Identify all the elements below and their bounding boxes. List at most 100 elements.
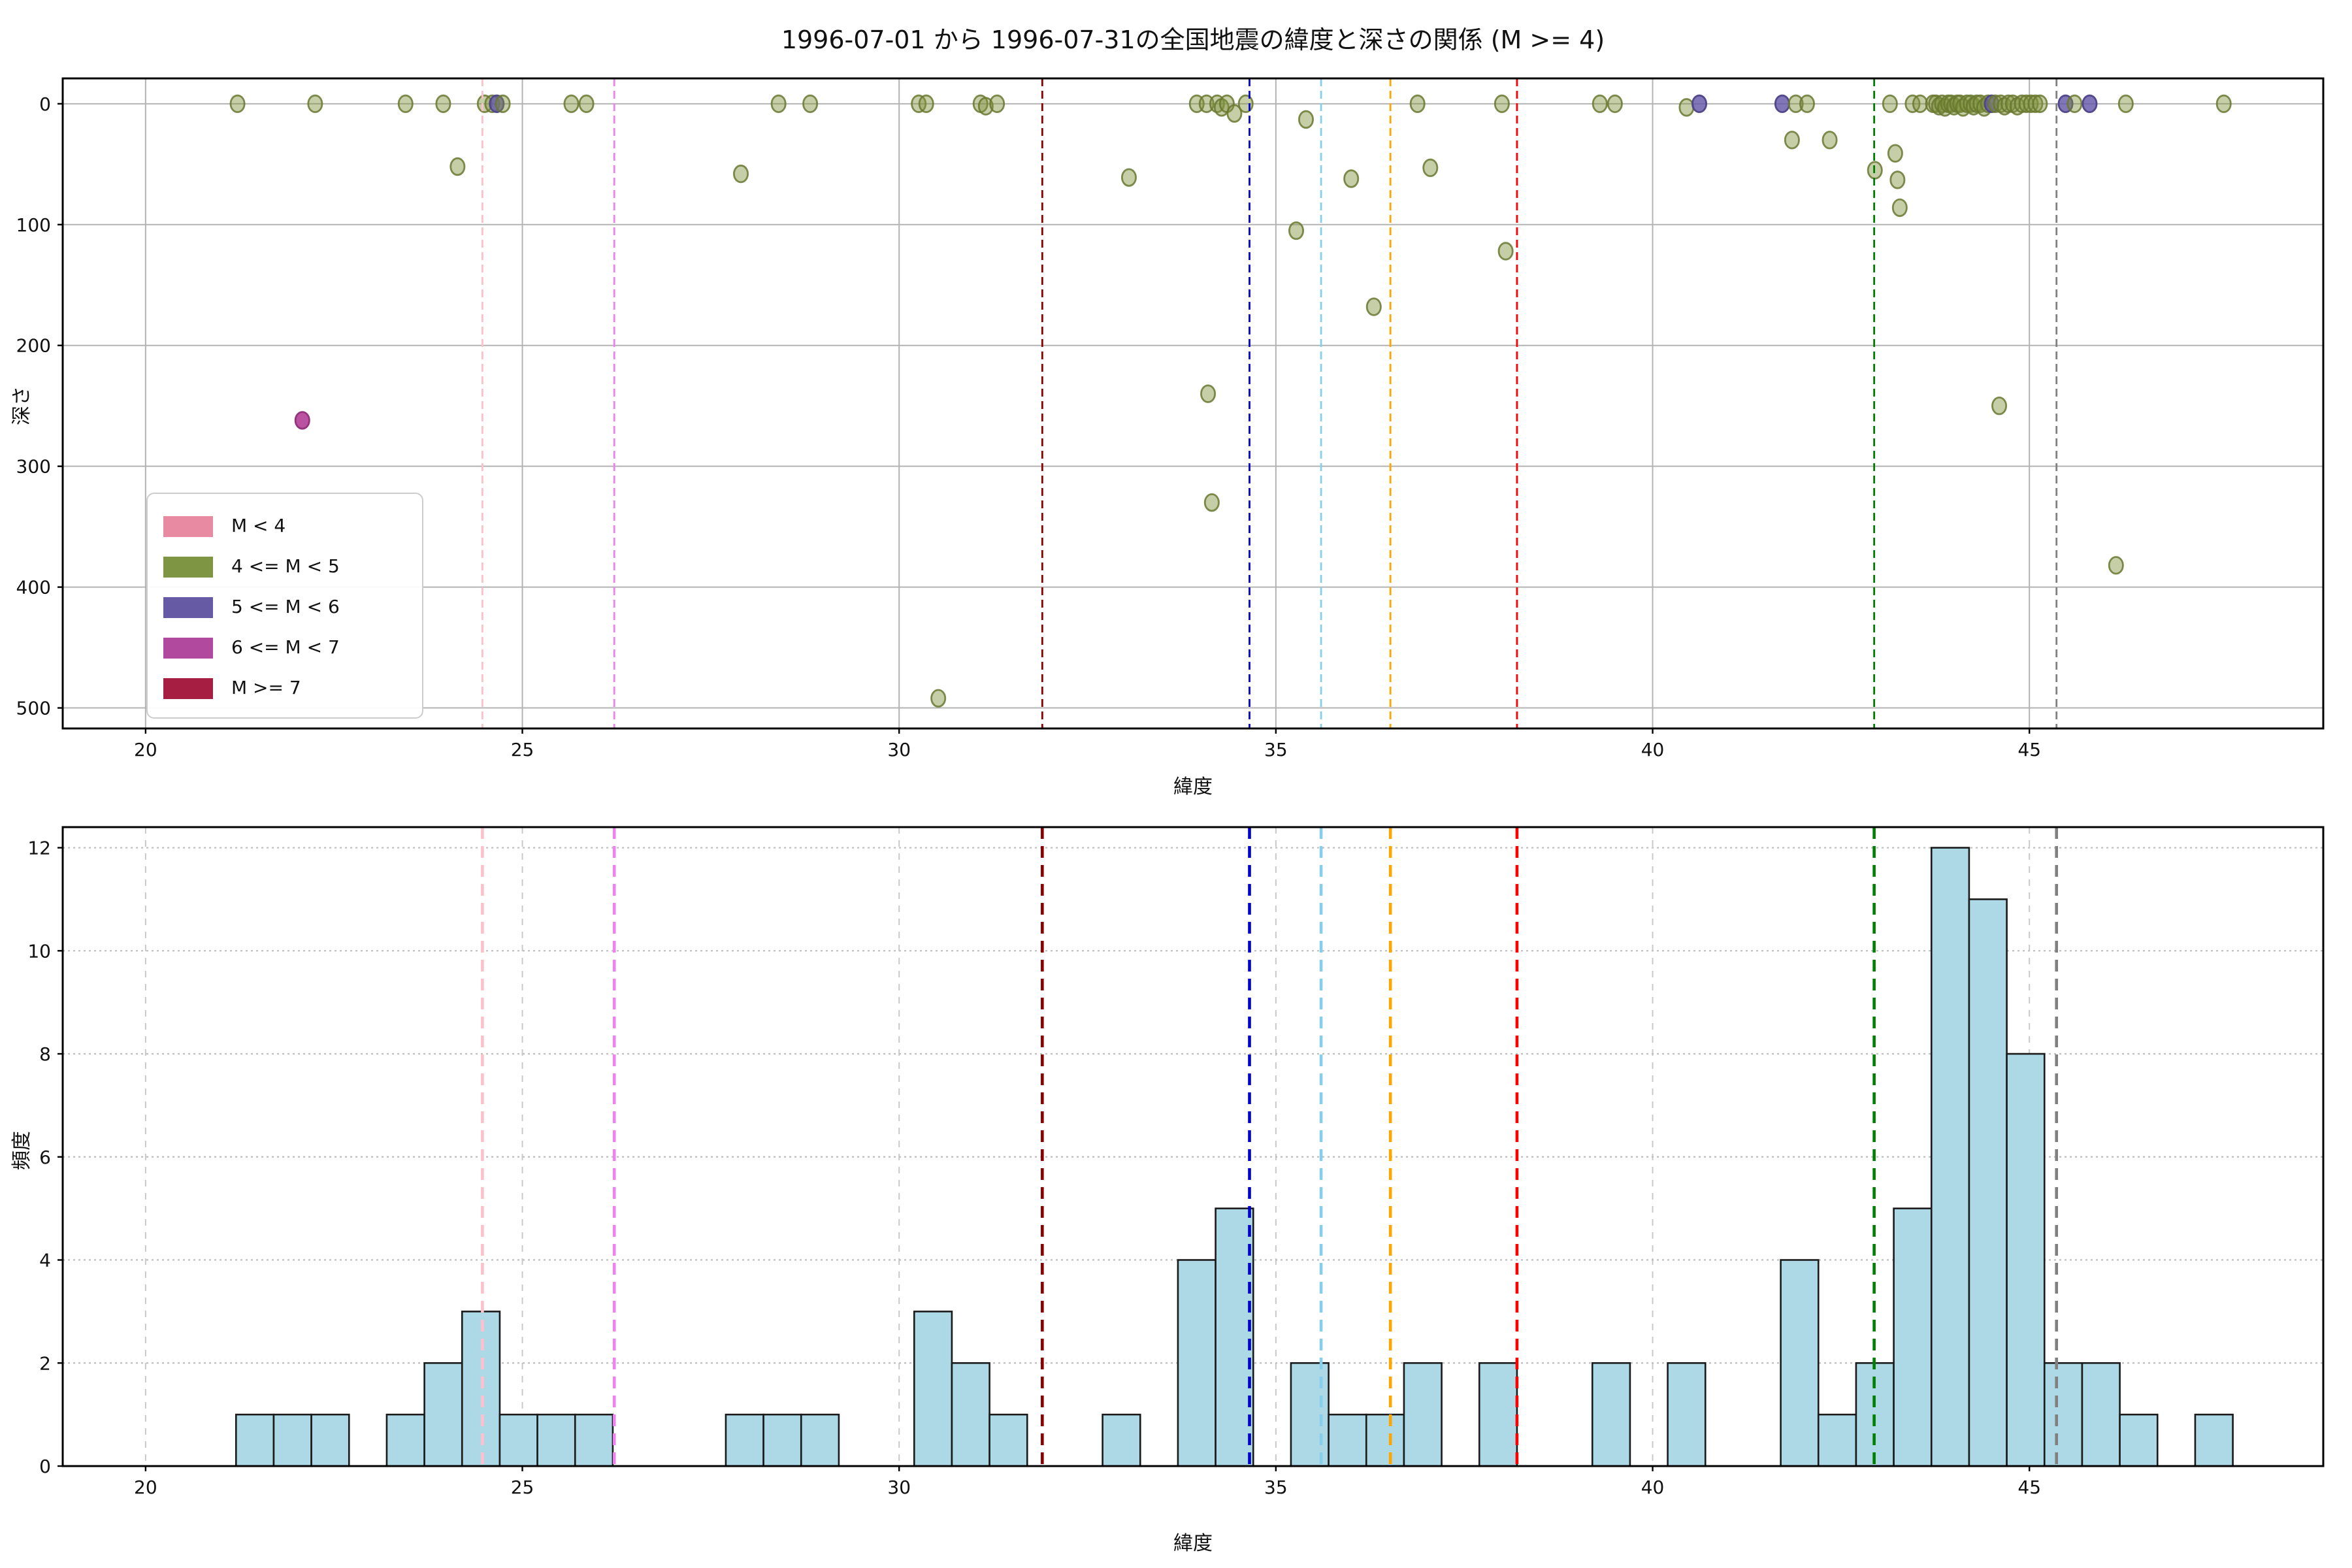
scatter-point [1991, 396, 2008, 416]
scatter-point [1497, 242, 1514, 261]
histogram-bar [951, 1362, 990, 1467]
histogram-bar [1215, 1207, 1254, 1467]
scatter-point [1288, 221, 1305, 240]
histogram-bar [1893, 1207, 1933, 1467]
x-tick-label: 20 [134, 1477, 157, 1498]
scatter-point [449, 157, 466, 176]
scatter-point [397, 94, 414, 114]
legend-label: M >= 7 [231, 678, 301, 698]
scatter-plot-frame [61, 77, 2325, 730]
scatter-point [1343, 169, 1360, 188]
legend-label: 4 <= M < 5 [231, 556, 340, 577]
y-tick-label: 10 [27, 940, 51, 962]
histogram-bar [1403, 1362, 1443, 1467]
histogram-bar [498, 1413, 538, 1467]
histogram-bar [2194, 1413, 2234, 1467]
scatter-point [2117, 94, 2134, 114]
x-tick-label: 35 [1264, 1477, 1288, 1498]
y-tick-label: 8 [39, 1043, 51, 1065]
scatter-point [1422, 158, 1439, 178]
scatter-y-axis-label: 深さ [10, 386, 33, 426]
legend-item: 6 <= M < 7 [163, 627, 409, 668]
legend: M < 4 4 <= M < 5 5 <= M < 6 6 <= M < 7 M… [146, 493, 423, 719]
histogram-bar [1780, 1259, 1820, 1467]
scatter-point [307, 94, 323, 114]
legend-label: 5 <= M < 6 [231, 596, 340, 617]
scatter-point [1198, 94, 1215, 114]
scatter-point [1882, 94, 1898, 114]
legend-label: 6 <= M < 7 [231, 637, 340, 658]
scatter-point [1237, 94, 1254, 114]
scatter-point [1799, 94, 1815, 114]
legend-item: M >= 7 [163, 668, 409, 708]
histogram-bar [2119, 1413, 2159, 1467]
y-tick-label: 400 [16, 577, 51, 598]
scatter-point [1607, 94, 1623, 114]
histogram-bar [2043, 1362, 2083, 1467]
histogram-bar [1328, 1413, 1367, 1467]
scatter-point [2108, 556, 2124, 575]
scatter-point [1821, 131, 1838, 150]
scatter-point [2066, 94, 2083, 114]
scatter-point [1226, 104, 1243, 123]
histogram-bar [2006, 1053, 2046, 1467]
x-tick-label: 45 [2017, 1477, 2041, 1498]
scatter-point [1891, 198, 1908, 218]
histogram-bar [1177, 1259, 1217, 1467]
scatter-x-axis-label: 緯度 [1173, 775, 1213, 798]
histogram-bar [1102, 1413, 1141, 1467]
histogram-bar [574, 1413, 614, 1467]
y-tick-label: 0 [39, 1456, 51, 1477]
scatter-point [918, 94, 934, 114]
histogram-bar [725, 1413, 764, 1467]
histogram-bar [800, 1413, 840, 1467]
scatter-point [733, 164, 749, 184]
legend-swatch-m-6-7 [163, 637, 213, 658]
histogram-bar [536, 1413, 576, 1467]
y-tick-label: 12 [27, 838, 51, 859]
histogram-bar [1290, 1362, 1330, 1467]
y-tick-label: 2 [39, 1352, 51, 1374]
scatter-point [1788, 94, 1804, 114]
y-tick-label: 100 [16, 214, 51, 236]
scatter-point [977, 97, 994, 116]
histogram-bar [1817, 1413, 1857, 1467]
x-tick-label: 30 [887, 739, 911, 760]
y-tick-label: 0 [39, 93, 51, 115]
scatter-point [1912, 94, 1928, 114]
scatter-point [1200, 384, 1217, 403]
scatter-point [1494, 94, 1510, 114]
histogram-bar [1478, 1362, 1518, 1467]
x-tick-label: 40 [1641, 1477, 1665, 1498]
scatter-point [495, 94, 511, 114]
histogram-x-axis-label: 緯度 [1173, 1531, 1213, 1555]
scatter-point [1678, 98, 1695, 117]
scatter-point [563, 94, 580, 114]
x-tick-label: 25 [511, 1477, 534, 1498]
scatter-point [2032, 94, 2048, 114]
scatter-point [1987, 94, 2004, 114]
scatter-point [1203, 493, 1220, 512]
scatter-point [1887, 144, 1903, 163]
legend-item: 4 <= M < 5 [163, 546, 409, 587]
scatter-point [930, 689, 947, 708]
scatter-point [802, 94, 819, 114]
x-tick-label: 45 [2017, 739, 2041, 760]
histogram-y-axis-label: 頻度 [10, 1131, 33, 1171]
histogram-bar [385, 1413, 425, 1467]
scatter-point [2027, 94, 2044, 114]
scatter-point [1784, 131, 1800, 150]
histogram-bar [2081, 1362, 2121, 1467]
x-tick-label: 25 [511, 739, 534, 760]
histogram-bar [310, 1413, 350, 1467]
histogram-bar [1930, 847, 1970, 1467]
histogram-plot-frame [61, 826, 2325, 1467]
legend-item: 5 <= M < 6 [163, 587, 409, 627]
y-tick-label: 500 [16, 698, 51, 719]
histogram-bar [1365, 1413, 1405, 1467]
scatter-point [1409, 94, 1426, 114]
y-tick-label: 6 [39, 1147, 51, 1168]
